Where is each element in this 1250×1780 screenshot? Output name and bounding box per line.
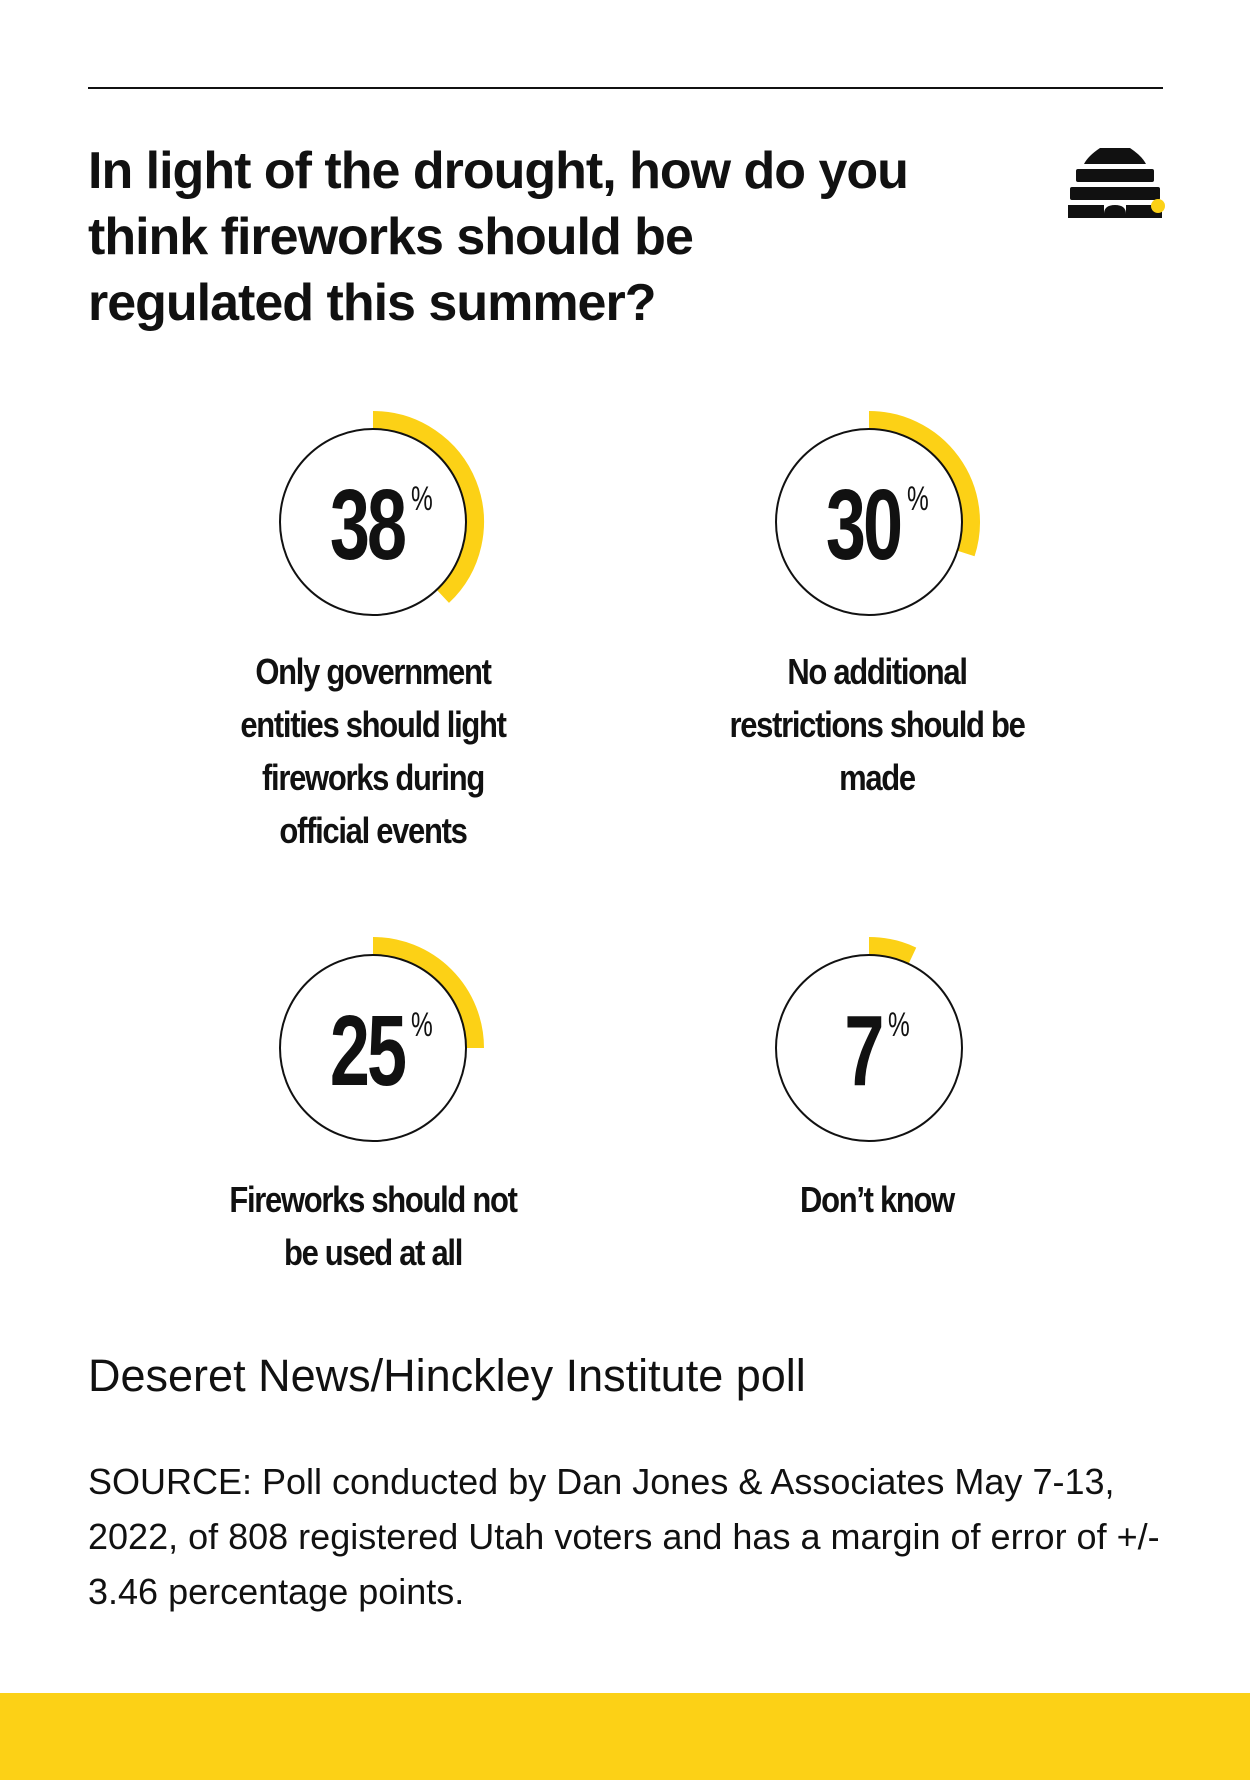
value-government-only: 38 xyxy=(330,469,405,580)
percent-sign-dont-know: % xyxy=(888,1006,910,1044)
donut-rings: 38% 30 %25% 7% xyxy=(279,411,980,1142)
label-no-fireworks: Fireworks should not be used at all xyxy=(229,1179,518,1273)
ring-dont-know xyxy=(775,954,963,1142)
arc-no-restrictions xyxy=(868,411,980,557)
ring-government-only xyxy=(279,428,467,616)
value-no-restrictions: 30 xyxy=(826,469,900,580)
arc-government-only xyxy=(372,411,484,603)
footer-bar xyxy=(0,1693,1250,1780)
source-note: SOURCE: Poll conducted by Dan Jones & As… xyxy=(88,1461,1160,1612)
label-dont-know: Don’t know xyxy=(800,1179,955,1220)
chart-subtitle: Deseret News/Hinckley Institute poll xyxy=(88,1350,806,1401)
chart-title: In light of the drought, how do you thin… xyxy=(88,142,909,332)
percent-sign-no-restrictions: % xyxy=(907,480,929,518)
value-dont-know: 7 xyxy=(844,995,881,1106)
beehive-icon xyxy=(1068,148,1165,218)
label-no-restrictions: No additional restrictions should be mad… xyxy=(729,651,1025,798)
ring-no-restrictions xyxy=(775,428,963,616)
label-government-only: Only government entities should light fi… xyxy=(240,651,507,851)
top-divider xyxy=(88,87,1163,89)
percent-sign-no-fireworks: % xyxy=(411,1006,433,1044)
value-no-fireworks: 25 xyxy=(330,995,406,1106)
ring-no-fireworks xyxy=(279,954,467,1142)
arc-no-fireworks xyxy=(372,937,484,1049)
percent-sign-government-only: % xyxy=(411,480,433,518)
arc-dont-know xyxy=(868,937,917,964)
